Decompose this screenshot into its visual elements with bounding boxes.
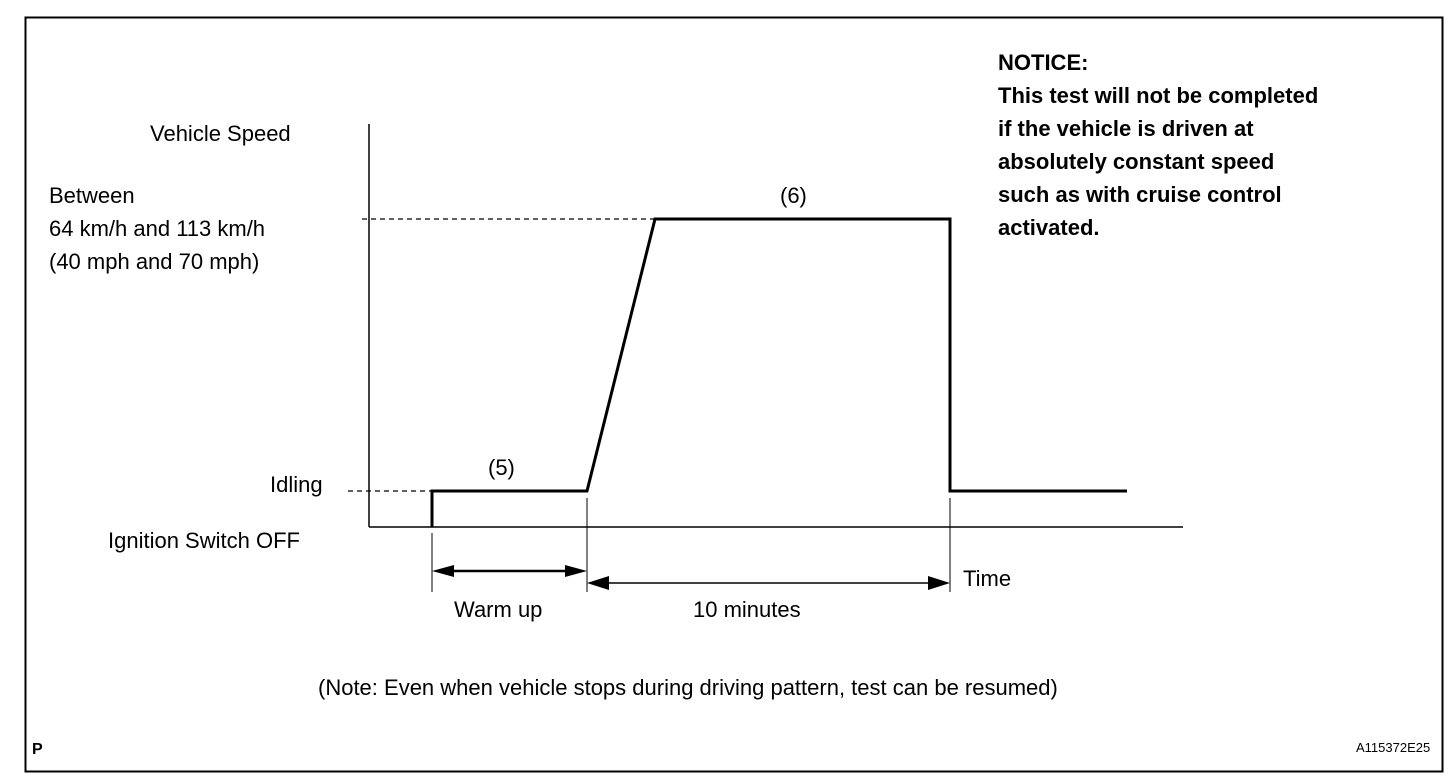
note-text: (Note: Even when vehicle stops during dr… xyxy=(318,675,1058,700)
idling-label: Idling xyxy=(270,472,323,497)
notice-title: NOTICE: xyxy=(998,50,1089,75)
ignition-off-label: Ignition Switch OFF xyxy=(108,528,300,553)
duration-label: 10 minutes xyxy=(693,597,801,622)
notice-line: This test will not be completed xyxy=(998,83,1319,108)
speed-range-line-1: Between xyxy=(49,183,135,208)
warm-up-arrow xyxy=(432,565,587,577)
speed-trace xyxy=(430,217,1127,527)
speed-range-line-3: (40 mph and 70 mph) xyxy=(49,249,260,274)
step-6-label: (6) xyxy=(780,183,807,208)
notice-line: absolutely constant speed xyxy=(998,149,1275,174)
figure-border xyxy=(24,16,1444,773)
figure-id: A115372E25 xyxy=(1356,740,1431,755)
ten-minutes-arrow xyxy=(587,576,950,590)
warm-up-label: Warm up xyxy=(454,597,543,622)
notice-line: if the vehicle is driven at xyxy=(998,116,1254,141)
notice-line: such as with cruise control xyxy=(998,182,1282,207)
corner-mark: P xyxy=(32,741,43,758)
notice-box: NOTICE: This test will not be completed … xyxy=(998,46,1318,244)
y-axis-label: Vehicle Speed xyxy=(150,121,291,146)
speed-range-line-2: 64 km/h and 113 km/h xyxy=(49,216,266,241)
notice-line: activated. xyxy=(998,215,1100,240)
x-axis-label: Time xyxy=(963,566,1012,591)
step-5-label: (5) xyxy=(488,455,515,480)
